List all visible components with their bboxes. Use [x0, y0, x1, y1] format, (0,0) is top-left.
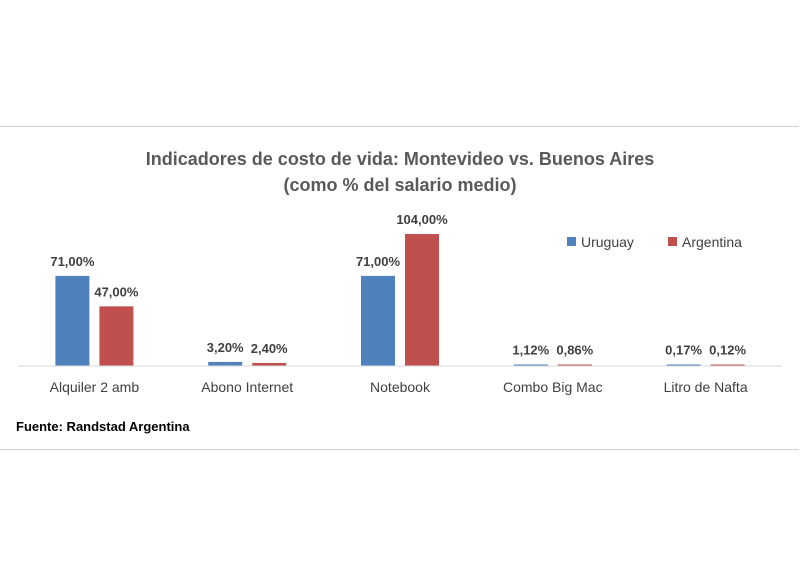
bar-argentina-3	[405, 234, 439, 366]
data-label-argentina-2: 2,40%	[251, 341, 288, 356]
bar-uruguay-4	[513, 364, 548, 366]
data-label-uruguay-4: 1,12%	[512, 343, 549, 358]
category-label-5: Litro de Nafta	[664, 379, 748, 395]
bar-uruguay-1	[55, 275, 90, 366]
bar-argentina-4	[557, 364, 592, 366]
category-label-3: Notebook	[370, 379, 431, 395]
data-label-argentina-1: 47,00%	[94, 284, 139, 299]
data-label-uruguay-3: 71,00%	[356, 254, 401, 269]
data-label-argentina-4: 0,86%	[556, 343, 593, 358]
legend-swatch-uruguay	[567, 237, 576, 246]
source-note: Fuente: Randstad Argentina	[16, 419, 190, 434]
data-label-uruguay-2: 3,20%	[207, 340, 244, 355]
category-label-1: Alquiler 2 amb	[50, 379, 140, 395]
data-label-uruguay-1: 71,00%	[50, 254, 95, 269]
category-label-4: Combo Big Mac	[503, 379, 603, 395]
bar-argentina-5	[710, 364, 745, 366]
chart: Indicadores de costo de vida: Montevideo…	[16, 149, 782, 434]
data-label-argentina-5: 0,12%	[709, 343, 746, 358]
data-label-argentina-3: 104,00%	[396, 212, 448, 227]
legend-label-uruguay: Uruguay	[581, 234, 634, 250]
bar-argentina-2	[252, 362, 287, 366]
bar-uruguay-3	[361, 275, 395, 366]
bar-uruguay-2	[208, 361, 243, 366]
bar-uruguay-5	[666, 364, 701, 366]
bar-argentina-1	[99, 306, 134, 366]
legend-label-argentina: Argentina	[682, 234, 742, 250]
legend-swatch-argentina	[668, 237, 677, 246]
chart-subtitle: (como % del salario medio)	[283, 175, 516, 195]
category-label-2: Abono Internet	[201, 379, 293, 395]
chart-title: Indicadores de costo de vida: Montevideo…	[146, 149, 654, 169]
data-label-uruguay-5: 0,17%	[665, 343, 702, 358]
chart-frame: Indicadores de costo de vida: Montevideo…	[0, 126, 799, 450]
